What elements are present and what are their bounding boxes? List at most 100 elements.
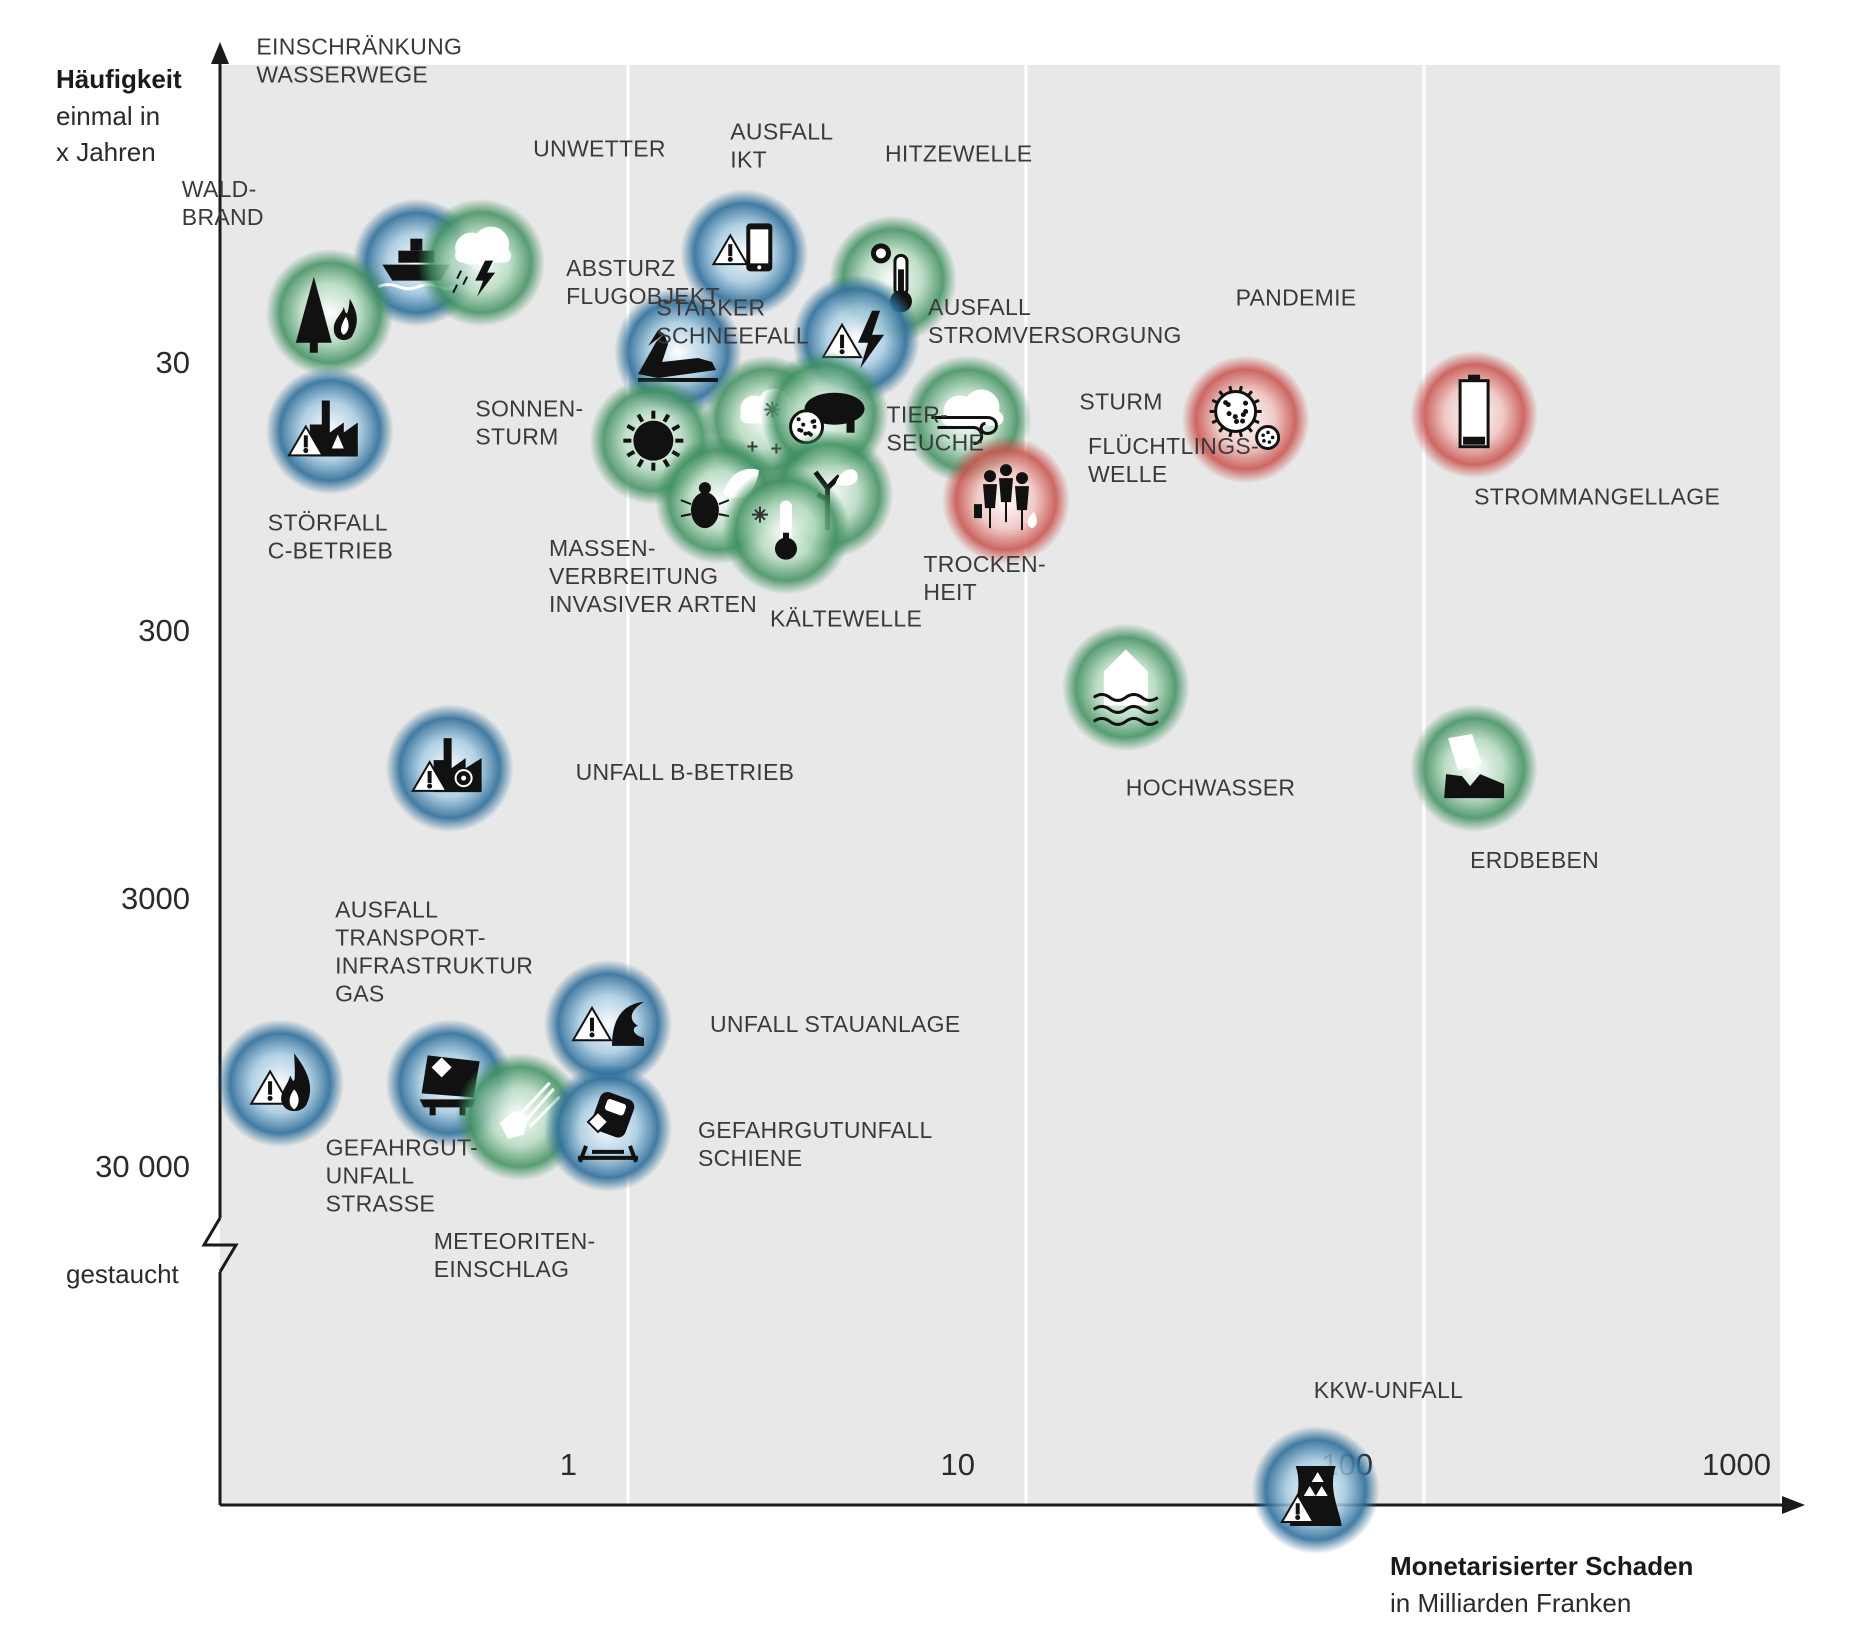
risk-label-line: INVASIVER ARTEN xyxy=(549,591,757,617)
risk-label-line: TROCKEN- xyxy=(923,551,1046,577)
risk-label-line: EINSCHRÄNKUNG xyxy=(256,34,462,60)
risk-label-line: UNFALL STAUANLAGE xyxy=(710,1011,961,1037)
risk-point-unfall-b-betrieb xyxy=(385,704,514,833)
risk-label-line: HOCHWASSER xyxy=(1126,774,1296,800)
flood-icon xyxy=(1092,649,1159,726)
risk-label: ABSTURZ FLUGOBJEKT xyxy=(566,255,720,309)
y-axis-title: Häufigkeit xyxy=(56,64,182,94)
risk-label-line: BRAND xyxy=(182,204,264,230)
risk-label: AUSFALL IKT xyxy=(730,118,833,172)
risk-label-line: SCHNEEFALL xyxy=(656,322,809,348)
x-axis-arrow xyxy=(1782,1496,1805,1514)
risk-label: STURM xyxy=(1079,388,1162,414)
gas-flame-icon xyxy=(249,1053,311,1112)
risk-label: AUSFALL STROMVERSORGUNG xyxy=(928,294,1182,348)
risk-label: KÄLTEWELLE xyxy=(770,606,922,632)
x-tick-label: 1 xyxy=(560,1447,577,1482)
risk-label: PANDEMIE xyxy=(1236,284,1357,310)
risk-halo xyxy=(265,248,394,377)
risk-label-line: KÄLTEWELLE xyxy=(770,606,922,632)
y-tick-label: 30 000 xyxy=(95,1149,190,1184)
dam-wave-icon xyxy=(571,1001,644,1046)
axes xyxy=(201,42,1805,1514)
power-warning-icon xyxy=(821,310,885,369)
x-axis-title: Monetarisierter Schaden xyxy=(1390,1551,1693,1581)
x-axis-subtitle: in Milliarden Franken xyxy=(1390,1588,1631,1618)
x-tick-label: 1000 xyxy=(1702,1447,1771,1482)
risk-label-line: KKW-UNFALL xyxy=(1314,1377,1464,1403)
x-tick-label: 10 xyxy=(941,1447,975,1482)
phone-warning-icon xyxy=(711,223,773,272)
risk-label: STROMMANGELLAGE xyxy=(1474,484,1720,510)
risk-label-line: VERBREITUNG xyxy=(549,563,718,589)
risk-label-line: STURM xyxy=(1079,388,1162,414)
risk-label: WALD-BRAND xyxy=(182,176,264,230)
risk-halo xyxy=(680,189,809,318)
y-tick-label: 30 xyxy=(156,345,190,380)
risk-label-line: MASSEN- xyxy=(549,535,656,561)
risk-label-line: GEFAHRGUTUNFALL xyxy=(698,1117,933,1143)
nuclear-plant-icon xyxy=(1280,1466,1342,1526)
virus-icon xyxy=(1209,385,1281,450)
risk-point-unwetter xyxy=(417,198,546,327)
risk-label-line: PANDEMIE xyxy=(1236,284,1357,310)
risk-label-line: UNWETTER xyxy=(533,136,666,162)
risk-label: MASSEN-VERBREITUNG INVASIVER ARTEN xyxy=(549,535,757,617)
risk-label-line: SEUCHE xyxy=(887,430,985,456)
y-axis-break xyxy=(201,1217,239,1273)
beetle-leaf-icon xyxy=(680,468,759,529)
risk-point-hochwasser xyxy=(1061,623,1190,752)
risk-label-line: EINSCHLAG xyxy=(434,1256,570,1282)
risk-label: GEFAHRGUT-UNFALL STRASSE xyxy=(326,1134,479,1216)
risk-label-line: AUSFALL xyxy=(928,294,1031,320)
risk-halo xyxy=(216,1019,345,1148)
risk-label: UNFALL STAUANLAGE xyxy=(710,1011,961,1037)
risk-label-line: WELLE xyxy=(1088,461,1167,487)
risk-label: FLÜCHTLINGS-WELLE xyxy=(1088,433,1259,487)
risk-label-line: SONNEN- xyxy=(475,396,583,422)
risk-point-gefahrgutunfall-schiene xyxy=(544,1063,672,1192)
risk-label-line: WASSERWEGE xyxy=(256,62,428,88)
risk-label: TIER-SEUCHE xyxy=(887,402,985,456)
risk-label-line: STROMVERSORGUNG xyxy=(928,322,1182,348)
risk-label-line: INFRASTRUKTUR xyxy=(335,952,533,978)
battery-low-icon xyxy=(1458,374,1490,449)
risk-label-line: AUSFALL xyxy=(730,118,833,144)
y-break-label: gestaucht xyxy=(66,1259,180,1289)
risk-halo xyxy=(1410,704,1539,833)
risk-label: UNFALL B-BETRIEB xyxy=(576,759,795,785)
risk-label: ERDBEBEN xyxy=(1470,847,1599,873)
risk-label-line: FLUGOBJEKT xyxy=(566,283,720,309)
risk-point-pandemie xyxy=(1181,355,1310,484)
points-layer xyxy=(216,189,1539,1554)
risk-label: EINSCHRÄNKUNG WASSERWEGE xyxy=(256,34,462,88)
risk-point-kältewelle xyxy=(721,466,850,595)
risk-label: GEFAHRGUTUNFALL SCHIENE xyxy=(698,1117,933,1171)
risk-label-line: GAS xyxy=(335,980,384,1006)
risk-point-störfall-c-betrieb xyxy=(265,366,394,495)
risk-point-unfall-stauanlage xyxy=(544,959,672,1088)
risk-label: HOCHWASSER xyxy=(1126,774,1296,800)
risk-point-strommangellage xyxy=(1410,350,1539,479)
risk-label-line: GEFAHRGUT- xyxy=(326,1134,479,1160)
labels-layer: EINSCHRÄNKUNG WASSERWEGE UNWETTER WALD-BRAN… xyxy=(182,34,1720,1403)
storm-cloud-icon xyxy=(452,226,512,297)
risk-label-line: METEORITEN- xyxy=(434,1228,596,1254)
risk-halo xyxy=(544,959,672,1088)
risk-label-line: UNFALL xyxy=(326,1162,415,1188)
cold-thermometer-icon xyxy=(751,500,797,560)
risk-label: STÖRFALL C-BETRIEB xyxy=(268,510,393,564)
risk-point-ausfall-ikt xyxy=(680,189,809,318)
biohazard-factory-icon xyxy=(411,738,482,793)
forest-fire-icon xyxy=(295,276,357,353)
y-axis-subtitle-1: einmal in xyxy=(56,101,160,131)
risk-label: TROCKEN-HEIT xyxy=(923,551,1046,605)
risk-label: HITZEWELLE xyxy=(885,140,1032,166)
risk-label-line: STURM xyxy=(475,424,558,450)
risk-point-flüchtlings-welle xyxy=(942,436,1070,565)
risk-label-line: AUSFALL xyxy=(335,896,438,922)
risk-label-line: STÖRFALL xyxy=(268,510,388,536)
risk-point-erdbeben xyxy=(1410,704,1539,833)
plane-crash-icon xyxy=(638,329,719,382)
